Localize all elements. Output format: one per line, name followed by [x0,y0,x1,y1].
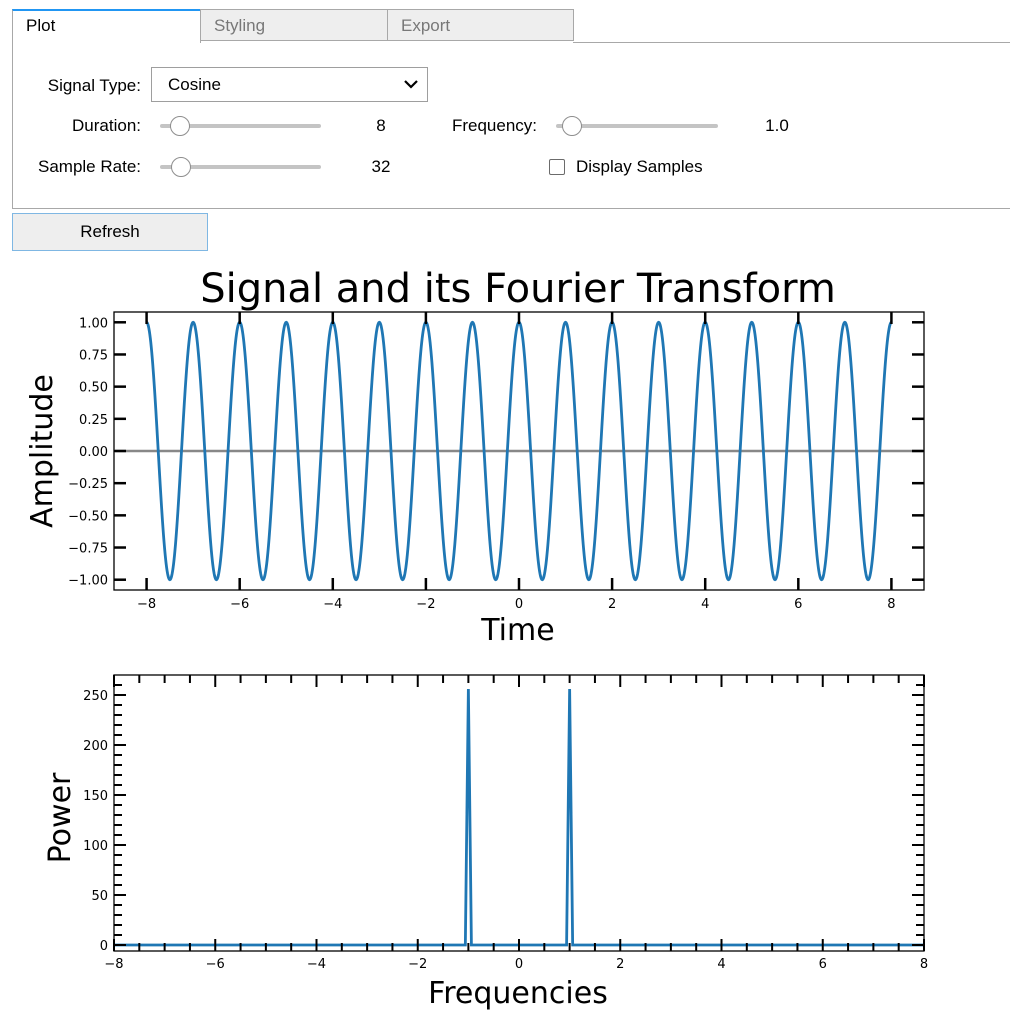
figure-title: Signal and its Fourier Transform [200,266,836,312]
x-tick-label: 8 [887,597,895,612]
y-tick-label: 0.75 [79,348,108,363]
signal-xlabel: Time [480,613,554,648]
x-tick-label: 4 [717,957,725,972]
display-samples-checkbox[interactable] [549,159,565,175]
y-tick-label: −0.50 [68,509,108,524]
y-tick-label: 50 [91,889,108,904]
x-tick-label: 0 [515,597,523,612]
fft-plot-frame [113,674,925,952]
refresh-button[interactable]: Refresh [12,213,208,251]
frequency-slider-handle[interactable] [562,116,582,136]
tab-bar: Plot Styling Export [12,9,1010,43]
sample-rate-slider-handle[interactable] [171,157,191,177]
x-tick-label: −4 [323,597,342,612]
duration-slider-handle[interactable] [170,116,190,136]
x-tick-label: 2 [616,957,624,972]
display-samples-label[interactable]: Display Samples [576,157,703,176]
frequency-slider-track [556,124,718,128]
y-tick-label: 0 [100,939,108,954]
x-tick-label: −2 [416,597,435,612]
y-tick-label: −0.25 [68,477,108,492]
x-tick-label: −6 [206,957,225,972]
signal-type-label: Signal Type: [47,76,141,95]
x-tick-label: −6 [230,597,249,612]
y-tick-label: 0.00 [79,445,108,460]
signal-ylabel: Amplitude [25,374,60,528]
sample-rate-label: Sample Rate: [38,157,141,176]
sample-rate-slider[interactable] [160,157,321,177]
tab-export[interactable]: Export [387,9,574,41]
tab-plot[interactable]: Plot [12,9,201,43]
signal-type-value: Cosine [168,75,221,94]
tab-divider [573,42,1010,43]
fft-ylabel: Power [43,772,78,863]
x-tick-label: 0 [515,957,523,972]
x-tick-label: 4 [701,597,709,612]
y-tick-label: −0.75 [68,542,108,557]
chevron-down-icon [403,68,419,113]
x-tick-label: −2 [408,957,427,972]
x-tick-label: 2 [608,597,616,612]
x-tick-label: 8 [920,957,928,972]
fft-xlabel: Frequencies [428,976,608,1011]
tab-styling[interactable]: Styling [200,9,388,41]
x-tick-label: 6 [794,597,802,612]
frequency-label: Frequency: [451,116,537,135]
signal-type-select[interactable]: Cosine [151,67,428,102]
signal-plot: −8 −6 −4 −2 0 2 4 6 8 1.00 0.75 0.50 0.25 0.00 −0.25 −0… [25,311,925,648]
x-tick-label: −8 [104,957,123,972]
y-tick-label: 0.25 [79,413,108,428]
x-tick-label: −4 [307,957,326,972]
y-tick-label: 250 [83,689,108,704]
y-tick-label: 0.50 [79,381,108,396]
duration-slider[interactable] [160,116,321,136]
x-tick-label: −8 [137,597,156,612]
duration-label: Duration: [72,116,141,135]
frequency-value: 1.0 [765,116,789,135]
y-tick-label: 150 [83,789,108,804]
duration-value: 8 [376,116,386,135]
figure: Signal and its Fourier Transform −8 −6 −4−… [25,266,928,1011]
y-tick-label: 200 [83,739,108,754]
panel-divider [12,208,1010,209]
sample-rate-slider-track [160,165,321,169]
sample-rate-value: 32 [371,157,391,176]
fft-plot: −8 −6 −4 −2 0 2 4 6 8 0 50 100 150 200 250 Frequencies… [43,674,928,1011]
duration-slider-track [160,124,321,128]
y-tick-label: 1.00 [79,316,108,331]
x-tick-label: 6 [819,957,827,972]
y-tick-label: −1.00 [68,574,108,589]
y-tick-label: 100 [83,839,108,854]
frequency-slider[interactable] [556,116,718,136]
